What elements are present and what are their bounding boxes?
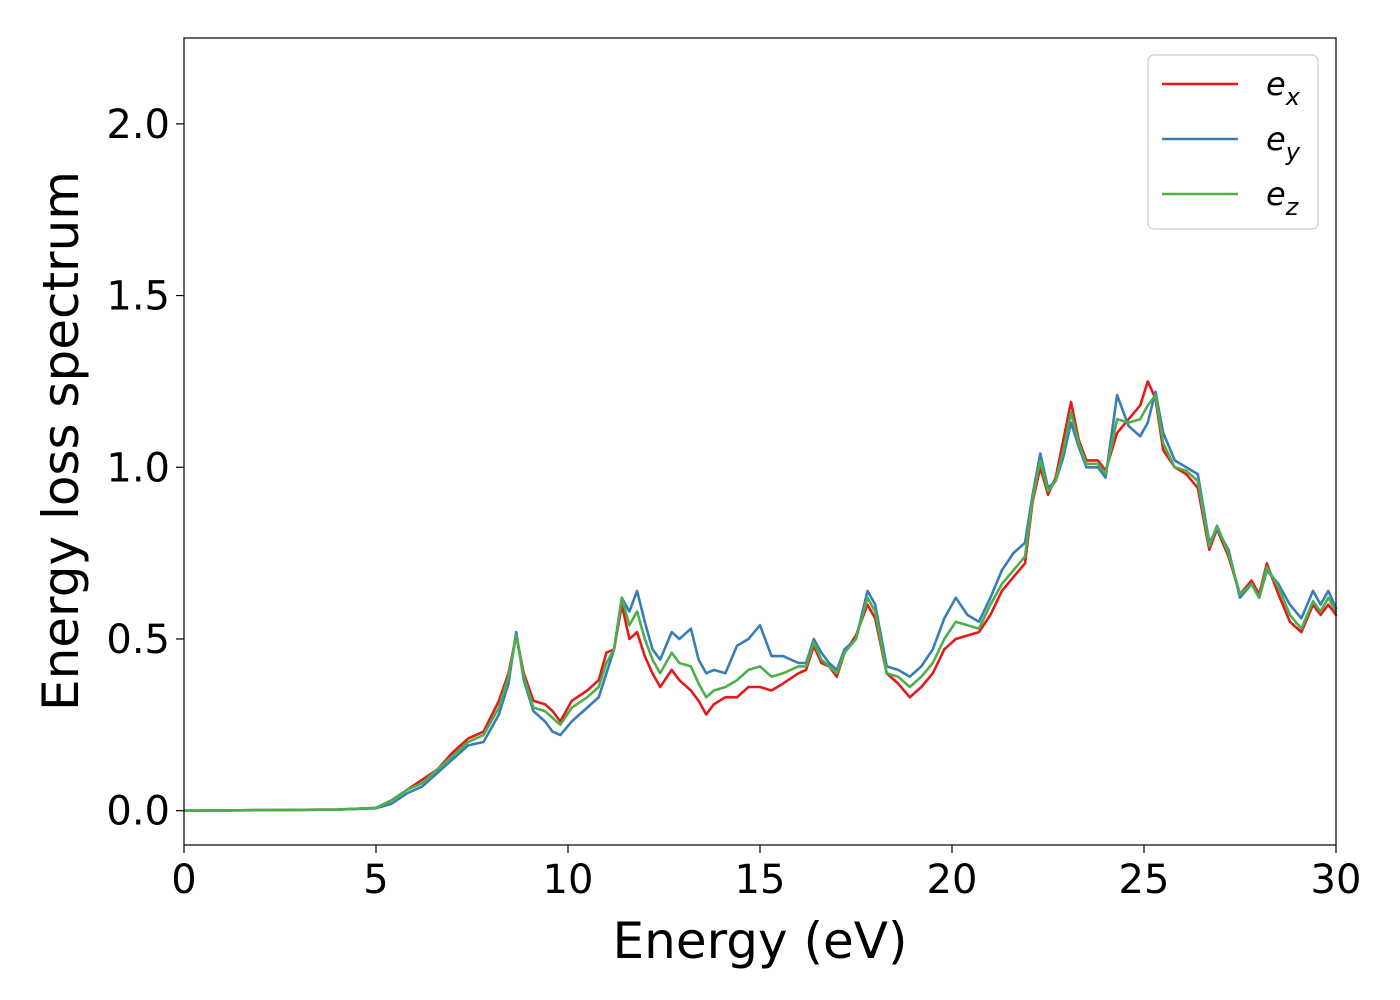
x-tick-label: 15 [735, 857, 786, 903]
x-tick-label: 10 [543, 857, 594, 903]
x-tick-label: 5 [363, 857, 388, 903]
series-line-e-z [182, 393, 1338, 812]
y-tick-label: 1.5 [106, 274, 170, 320]
x-tick-label: 25 [1119, 857, 1170, 903]
x-axis-label: Energy (eV) [613, 912, 908, 970]
x-tick-label: 20 [927, 857, 978, 903]
legend-label-x: ex [1266, 65, 1301, 111]
x-tick-label: 30 [1311, 857, 1362, 903]
legend: ex ey ez [1147, 54, 1319, 230]
legend-box [1147, 54, 1319, 230]
series-lines [182, 380, 1338, 812]
legend-label-z: ez [1266, 175, 1300, 221]
y-tick-label: 0.5 [106, 617, 170, 663]
y-tick-label: 0.0 [106, 789, 170, 835]
y-axis-ticks: 0.0 0.5 1.0 1.5 2.0 [106, 102, 184, 835]
x-axis-ticks: 0 5 10 15 20 25 30 [171, 845, 1361, 903]
y-tick-label: 2.0 [106, 102, 170, 148]
legend-label-y: ey [1266, 120, 1301, 166]
plot-area [184, 38, 1336, 845]
y-axis-label: Energy loss spectrum [32, 171, 90, 711]
y-tick-label: 1.0 [106, 445, 170, 491]
x-tick-label: 0 [171, 857, 196, 903]
